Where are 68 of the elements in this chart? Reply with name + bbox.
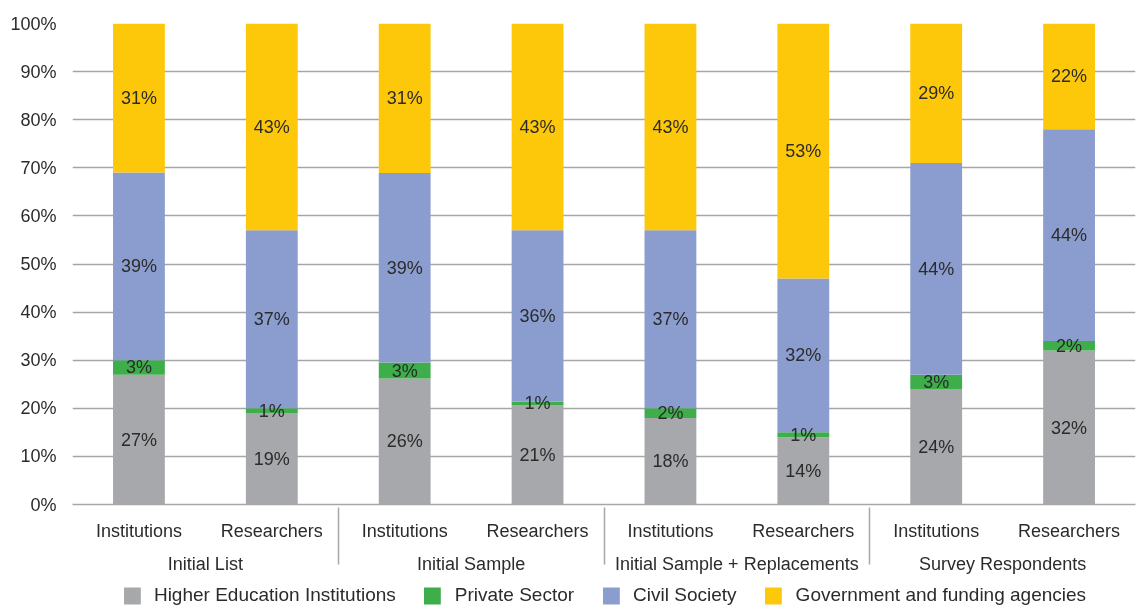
bar (113, 172, 165, 361)
data-label: 26% (386, 431, 423, 452)
data-label: 43% (652, 116, 689, 137)
category-label: Researchers (486, 520, 589, 541)
y-tick-label: 60% (20, 205, 57, 226)
y-tick-label: 80% (20, 109, 57, 130)
legend-label: Private Sector (454, 584, 575, 606)
data-label: 24% (918, 436, 955, 457)
data-label: 43% (253, 116, 290, 137)
data-label: 37% (253, 309, 290, 330)
legend-label: Government and funding agencies (795, 584, 1087, 606)
category-label: Researchers (1018, 520, 1121, 541)
category-label: Researchers (752, 520, 855, 541)
data-label: 37% (652, 309, 689, 330)
category-label: Survey Respondents (919, 553, 1087, 574)
y-tick-label: 100% (10, 13, 57, 34)
data-label: 21% (519, 444, 556, 465)
category-label: Institutions (627, 520, 714, 541)
bar (1043, 129, 1095, 341)
bar (113, 23, 165, 173)
y-tick-label: 20% (20, 398, 57, 419)
category-label: Institutions (95, 520, 182, 541)
data-label: 39% (120, 256, 157, 277)
data-label: 32% (785, 345, 822, 366)
data-label: 39% (386, 257, 423, 278)
bar (378, 173, 431, 363)
data-label: 19% (253, 448, 290, 469)
category-label: Initial Sample + Replacements (615, 553, 859, 574)
bar (644, 23, 697, 231)
data-label: 31% (386, 88, 423, 109)
data-label: 18% (652, 451, 689, 472)
bar (910, 23, 963, 163)
data-label: 29% (918, 83, 955, 104)
data-label: 27% (120, 429, 157, 450)
legend-label: Civil Society (633, 584, 737, 606)
category-label: Researchers (220, 520, 323, 541)
y-tick-label: 10% (20, 446, 57, 467)
y-tick-label: 90% (20, 61, 57, 82)
data-label: 3% (125, 357, 152, 378)
category-label: Initial Sample (417, 553, 526, 574)
data-label: 2% (657, 403, 684, 424)
data-label: 43% (519, 116, 556, 137)
data-label: 1% (790, 424, 817, 445)
data-label: 53% (785, 140, 822, 161)
category-label: Institutions (893, 520, 980, 541)
bar (511, 23, 564, 231)
y-tick-label: 30% (20, 350, 57, 371)
bar (777, 23, 830, 279)
data-label: 44% (1051, 225, 1088, 246)
y-tick-label: 40% (20, 302, 57, 323)
data-label: 3% (391, 360, 418, 381)
bar (245, 23, 298, 231)
bar (910, 162, 963, 375)
y-tick-label: 0% (30, 494, 57, 515)
y-tick-label: 70% (20, 157, 57, 178)
legend-label: Higher Education Institutions (153, 584, 396, 606)
data-label: 3% (923, 371, 950, 392)
data-label: 22% (1051, 66, 1088, 87)
data-label: 14% (785, 460, 822, 481)
data-label: 36% (519, 305, 556, 326)
data-label: 32% (1051, 417, 1088, 438)
category-label: Initial List (167, 553, 243, 574)
category-label: Institutions (361, 520, 448, 541)
bar (378, 23, 431, 174)
y-tick-label: 50% (20, 254, 57, 274)
data-label: 44% (918, 258, 955, 279)
bar (1043, 23, 1095, 130)
data-label: 31% (120, 88, 157, 109)
